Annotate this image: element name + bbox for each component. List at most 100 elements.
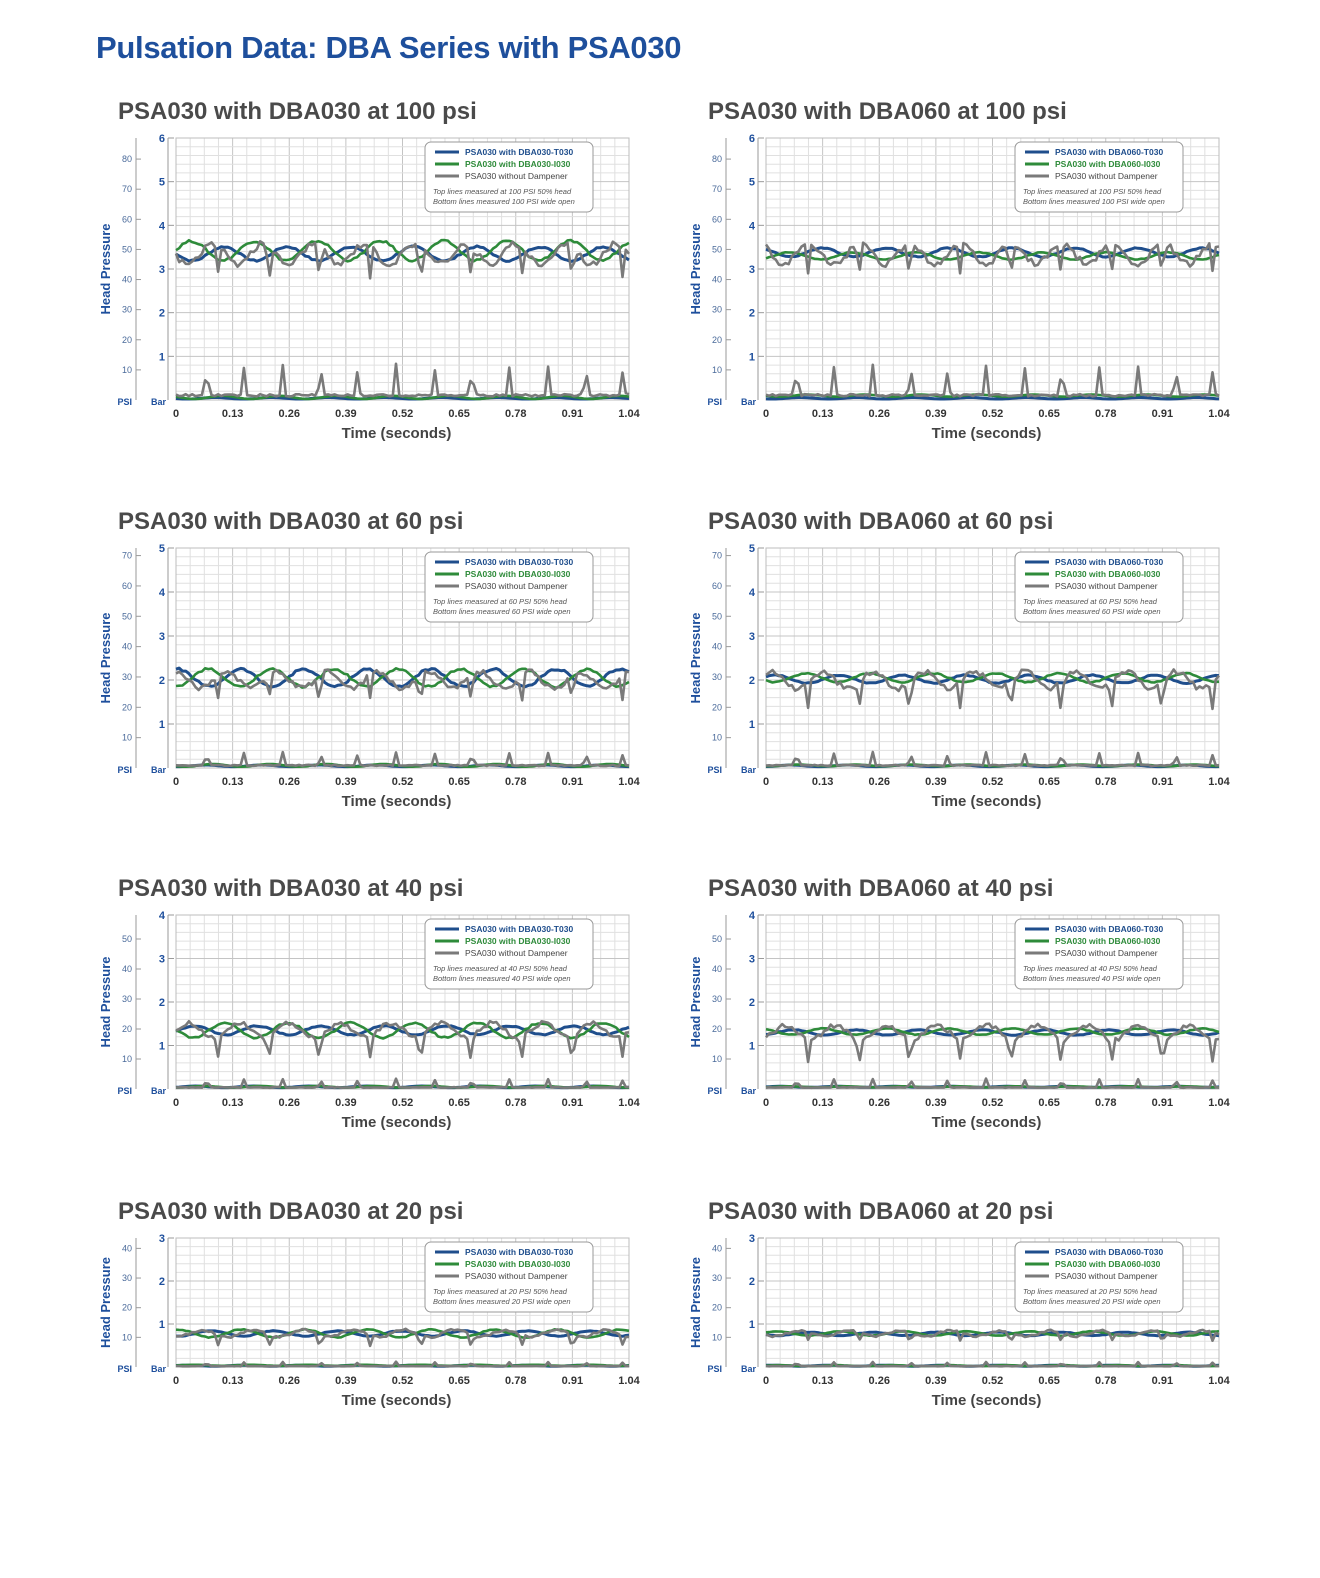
page-title: Pulsation Data: DBA Series with PSA030 bbox=[96, 30, 682, 65]
bar-tick-label: 1 bbox=[749, 351, 755, 363]
x-tick-label: 0.13 bbox=[812, 776, 833, 788]
legend-entry-label: PSA030 with DBA060-I030 bbox=[1055, 569, 1161, 579]
bar-tick-label: 5 bbox=[159, 177, 165, 189]
legend-entry-label: PSA030 without Dampener bbox=[1055, 171, 1158, 181]
series-line-bottom-no-dampener bbox=[765, 1077, 1220, 1090]
x-tick-label: 0.65 bbox=[1038, 1375, 1059, 1387]
legend-entry-label: PSA030 with DBA030-I030 bbox=[465, 159, 571, 169]
y-axis-label: Head Pressure bbox=[688, 1257, 703, 1348]
x-tick-label: 0.39 bbox=[335, 1375, 356, 1387]
legend: PSA030 with DBA060-T030 PSA030 with DBA06… bbox=[1014, 141, 1184, 213]
x-tick-label: 1.04 bbox=[1208, 776, 1230, 788]
series-line-bottom-no-dampener bbox=[176, 1360, 630, 1368]
psi-unit-label: PSI bbox=[117, 1086, 132, 1096]
legend-entry-label: PSA030 with DBA030-T030 bbox=[465, 557, 573, 567]
bar-tick-label: 1 bbox=[749, 1041, 755, 1053]
series-line-top-i030 bbox=[175, 238, 630, 263]
psi-tick-label: 50 bbox=[712, 934, 722, 944]
chart-title: PSA030 with DBA030 at 40 psi bbox=[118, 875, 464, 902]
bar-tick-label: 5 bbox=[749, 543, 755, 555]
x-tick-label: 0.39 bbox=[925, 1375, 946, 1387]
x-axis-label: Time (seconds) bbox=[342, 793, 452, 810]
psi-tick-label: 20 bbox=[122, 1024, 132, 1034]
x-tick-label: 0.65 bbox=[448, 1375, 469, 1387]
x-tick-label: 0.39 bbox=[925, 776, 946, 788]
x-tick-label: 0 bbox=[763, 776, 769, 788]
psi-tick-label: 20 bbox=[712, 1024, 722, 1034]
bar-tick-label: 2 bbox=[749, 675, 755, 687]
bar-unit-label: Bar bbox=[741, 1364, 757, 1374]
chart-2: PSA030 with DBA030 at 60 psi 1 2 3 4 5 10 20 30… bbox=[96, 508, 656, 888]
legend: PSA030 with DBA030-T030 PSA030 with DBA03… bbox=[424, 551, 594, 623]
bar-tick-label: 4 bbox=[749, 220, 756, 232]
legend-note: Top lines measured at 20 PSI 50% head bbox=[433, 1287, 568, 1296]
bar-unit-label: Bar bbox=[741, 765, 757, 775]
x-tick-label: 0 bbox=[763, 1375, 769, 1387]
series-line-bottom-no-dampener bbox=[175, 362, 630, 398]
legend-box bbox=[1014, 141, 1184, 213]
bar-tick-label: 2 bbox=[159, 997, 165, 1009]
x-tick-label: 0.78 bbox=[505, 1375, 526, 1387]
x-tick-label: 0.78 bbox=[505, 1097, 526, 1109]
bar-unit-label: Bar bbox=[151, 1364, 167, 1374]
psi-tick-label: 40 bbox=[122, 275, 132, 285]
legend-box bbox=[424, 551, 594, 623]
x-tick-label: 0.13 bbox=[222, 408, 243, 420]
legend: PSA030 with DBA060-T030 PSA030 with DBA06… bbox=[1014, 1241, 1184, 1313]
chart-svg: 1 2 3 4 5 6 10 20 30 40 50 60 70 80 PSI Bar Head Pressur… bbox=[688, 133, 1231, 442]
psi-tick-label: 30 bbox=[712, 305, 722, 315]
psi-tick-label: 20 bbox=[122, 335, 132, 345]
psi-tick-label: 70 bbox=[712, 551, 722, 561]
bar-tick-label: 4 bbox=[749, 910, 756, 922]
legend-note: Top lines measured at 100 PSI 50% head bbox=[433, 187, 572, 196]
x-tick-label: 0.26 bbox=[279, 408, 300, 420]
psi-unit-label: PSI bbox=[707, 1364, 722, 1374]
psi-tick-label: 20 bbox=[122, 702, 132, 712]
x-tick-label: 0.91 bbox=[562, 1375, 583, 1387]
bar-tick-label: 2 bbox=[749, 1276, 755, 1288]
psi-tick-label: 30 bbox=[712, 1273, 722, 1283]
psi-tick-label: 60 bbox=[122, 214, 132, 224]
chart-title: PSA030 with DBA060 at 100 psi bbox=[708, 98, 1067, 125]
x-tick-label: 0.78 bbox=[1095, 408, 1116, 420]
x-tick-label: 0.78 bbox=[1095, 1097, 1116, 1109]
legend-note: Bottom lines measured 40 PSI wide open bbox=[1023, 974, 1161, 983]
legend-entry-label: PSA030 without Dampener bbox=[465, 948, 568, 958]
psi-tick-label: 40 bbox=[712, 275, 722, 285]
bar-tick-label: 4 bbox=[159, 220, 166, 232]
x-tick-label: 0.26 bbox=[869, 1097, 890, 1109]
x-tick-label: 0.65 bbox=[448, 1097, 469, 1109]
x-tick-label: 0.52 bbox=[982, 408, 1003, 420]
x-tick-label: 0.78 bbox=[1095, 1375, 1116, 1387]
x-tick-label: 0.91 bbox=[1152, 408, 1173, 420]
bar-tick-label: 5 bbox=[159, 543, 165, 555]
legend-box bbox=[1014, 1241, 1184, 1313]
psi-tick-label: 70 bbox=[122, 551, 132, 561]
legend-box bbox=[1014, 918, 1184, 990]
x-tick-label: 0.13 bbox=[222, 1375, 243, 1387]
x-tick-label: 0.91 bbox=[562, 776, 583, 788]
legend-box bbox=[1014, 551, 1184, 623]
legend-entry-label: PSA030 with DBA030-T030 bbox=[465, 147, 573, 157]
psi-tick-label: 10 bbox=[122, 1332, 132, 1342]
psi-tick-label: 70 bbox=[712, 184, 722, 194]
legend-entry-label: PSA030 with DBA030-T030 bbox=[465, 924, 573, 934]
psi-tick-label: 30 bbox=[712, 672, 722, 682]
psi-unit-label: PSI bbox=[117, 397, 132, 407]
x-tick-label: 0.39 bbox=[335, 1097, 356, 1109]
x-tick-label: 0.65 bbox=[448, 408, 469, 420]
chart-svg: 1 2 3 4 5 10 20 30 40 50 60 70 PSI Bar Head Pressure 0 0… bbox=[98, 543, 641, 810]
bar-tick-label: 4 bbox=[159, 910, 166, 922]
series-line-top-no-dampener bbox=[176, 1327, 629, 1348]
chart-svg: 1 2 3 4 10 20 30 40 50 PSI Bar Head Pressure 0 0.13 0.… bbox=[98, 910, 641, 1131]
x-axis-label: Time (seconds) bbox=[932, 793, 1042, 810]
x-tick-label: 0.91 bbox=[1152, 1375, 1173, 1387]
legend: PSA030 with DBA060-T030 PSA030 with DBA06… bbox=[1014, 551, 1184, 623]
x-tick-label: 0.13 bbox=[812, 408, 833, 420]
legend: PSA030 with DBA030-T030 PSA030 with DBA03… bbox=[424, 141, 594, 213]
x-tick-label: 0.91 bbox=[1152, 1097, 1173, 1109]
x-axis-label: Time (seconds) bbox=[932, 425, 1042, 442]
chart-svg: 1 2 3 4 5 10 20 30 40 50 60 70 PSI Bar Head Pressure 0 0… bbox=[688, 543, 1231, 810]
legend-entry-label: PSA030 with DBA060-T030 bbox=[1055, 1247, 1163, 1257]
x-tick-label: 1.04 bbox=[618, 1097, 640, 1109]
